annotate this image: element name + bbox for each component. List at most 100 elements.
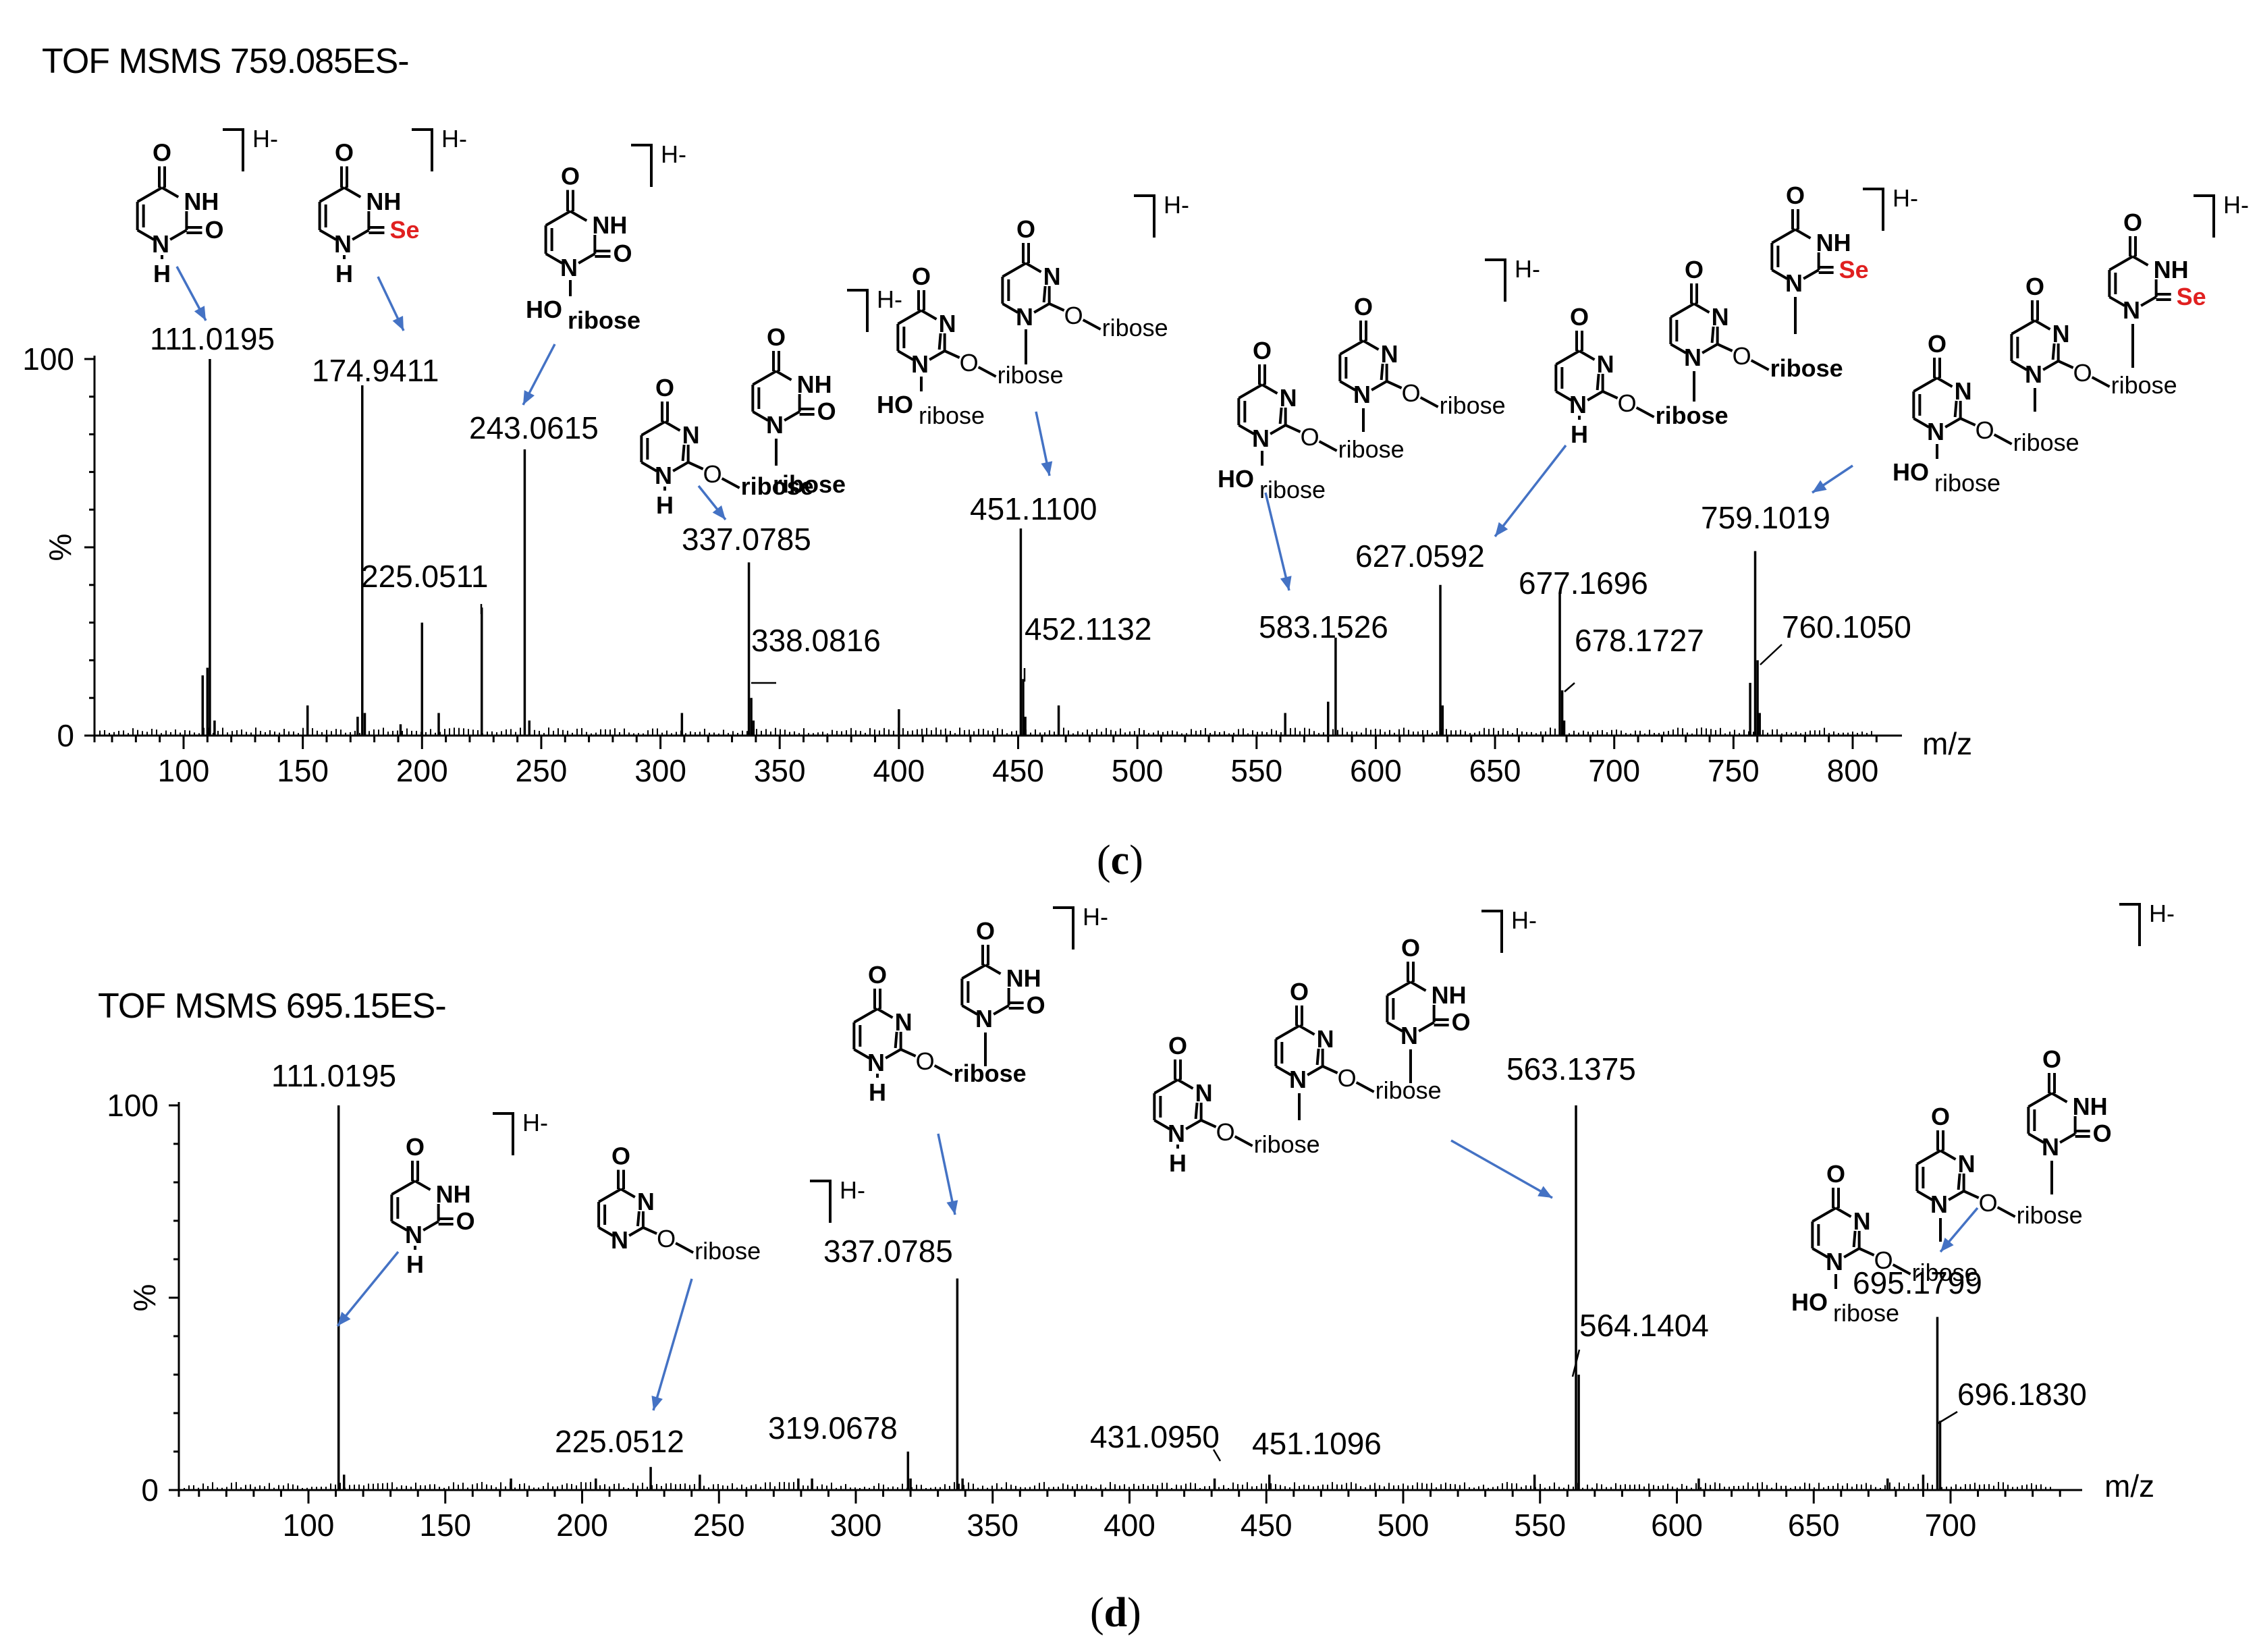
- peak-label: 431.0950: [1090, 1419, 1220, 1454]
- arrow-head: [1495, 522, 1508, 536]
- atom-label: O: [1786, 182, 1805, 209]
- double-bond: [937, 333, 942, 350]
- panel-d-x-axis-label: m/z: [2104, 1468, 2154, 1504]
- x-tick-label: 200: [396, 753, 448, 788]
- atom-label: HO: [1218, 465, 1254, 493]
- bond: [423, 1220, 439, 1232]
- atom-label: O: [1338, 1064, 1357, 1092]
- bond: [1318, 440, 1338, 452]
- bond: [1858, 1247, 1875, 1257]
- bond: [1371, 380, 1388, 391]
- atom-label: O: [1931, 1103, 1950, 1130]
- atom-label: O: [657, 1225, 676, 1252]
- bond: [620, 1188, 636, 1199]
- atom-label: O: [335, 139, 354, 167]
- bond: [1812, 1247, 1828, 1259]
- bond: [344, 186, 362, 198]
- atom-label: HO: [526, 296, 562, 323]
- double-bond: [1278, 407, 1283, 424]
- charge-bracket: H-: [493, 1109, 548, 1155]
- arrow-shaft: [1264, 492, 1290, 591]
- atom-label: N: [1289, 1066, 1307, 1093]
- atom-label: O: [1253, 337, 1272, 364]
- atom-label: O: [1733, 342, 1751, 370]
- assignment-arrow: [1939, 1207, 1979, 1253]
- atom-label: NH: [592, 211, 627, 239]
- atom-label: ribose: [741, 472, 814, 500]
- atom-label: O: [1826, 1160, 1845, 1188]
- bond: [1913, 417, 1930, 429]
- arrow-head: [194, 306, 206, 321]
- bond: [2027, 1092, 2052, 1108]
- bond: [1339, 380, 1356, 391]
- bond: [414, 1180, 431, 1191]
- atom-label: N: [2052, 320, 2070, 348]
- bond: [570, 210, 588, 222]
- atom-label: N: [1400, 1022, 1418, 1049]
- assignment-arrow: [1812, 464, 1853, 494]
- panel-c: TOF MSMS 759.085ES- 0% 100 100 150 200 250 300…: [22, 42, 1972, 883]
- atom-label: N: [682, 421, 700, 449]
- y-tick-label: 0: [141, 1472, 159, 1508]
- atom-label: ribose: [998, 361, 1064, 389]
- bond: [2050, 1092, 2068, 1103]
- double-bond: [1042, 285, 1047, 303]
- panel-c-peak-labels: 111.0195 174.9411 225.0511 243.0615 337.0785…: [150, 321, 1911, 692]
- double-bond: [1710, 326, 1715, 343]
- double-bond: [1194, 1102, 1199, 1120]
- peak-label: 451.1096: [1252, 1426, 1382, 1461]
- peak-label: 338.0816: [751, 623, 881, 658]
- bond: [1803, 269, 1820, 280]
- atom-label: O: [1976, 416, 1994, 444]
- bond: [1261, 383, 1278, 395]
- atom-label: ribose: [773, 470, 846, 498]
- atom-label: N: [1569, 391, 1587, 418]
- x-tick-label: 450: [992, 753, 1044, 788]
- atom-label: O: [406, 1133, 425, 1161]
- atom-label: O: [153, 139, 171, 167]
- atom-label: O: [767, 323, 786, 351]
- x-tick-label: 550: [1230, 753, 1282, 788]
- peak-label: 174.9411: [312, 353, 439, 388]
- bond: [1555, 350, 1580, 366]
- bond: [1307, 1065, 1324, 1076]
- bond: [1578, 350, 1596, 361]
- bond: [1670, 302, 1695, 319]
- bracket-line: [2119, 903, 2141, 946]
- atom-label: O: [1016, 215, 1035, 243]
- peak-label: 583.1526: [1259, 609, 1388, 644]
- atom-label: N: [939, 310, 956, 337]
- charge-label: H-: [252, 125, 278, 153]
- peak-label: 563.1375: [1506, 1051, 1636, 1086]
- charge-bracket: H-: [2194, 191, 2249, 238]
- atom-label: ribose: [2013, 429, 2079, 456]
- bracket-line: [1485, 258, 1506, 302]
- peak-label: 678.1727: [1575, 623, 1704, 658]
- bond: [961, 964, 987, 980]
- atom-label: ribose: [1254, 1130, 1320, 1158]
- bond: [1238, 383, 1263, 400]
- bond: [1362, 339, 1380, 351]
- bond: [641, 420, 666, 437]
- charge-label: H-: [2149, 900, 2175, 927]
- x-tick-label: 400: [873, 753, 925, 788]
- peak-label: 627.0592: [1355, 539, 1485, 574]
- atom-label: O: [205, 216, 223, 244]
- atom-label: NH: [1432, 981, 1467, 1009]
- x-tick-label: 350: [754, 753, 806, 788]
- bond: [1275, 1065, 1292, 1076]
- bond: [876, 1008, 894, 1019]
- peak-label: 225.0511: [361, 559, 488, 594]
- bond: [2108, 296, 2125, 307]
- atom-label: O: [2093, 1120, 2112, 1147]
- bond: [643, 1226, 657, 1235]
- bond: [1913, 377, 1938, 393]
- label-leader: [1760, 644, 1782, 665]
- bond: [993, 1004, 1010, 1016]
- bond: [1635, 406, 1655, 418]
